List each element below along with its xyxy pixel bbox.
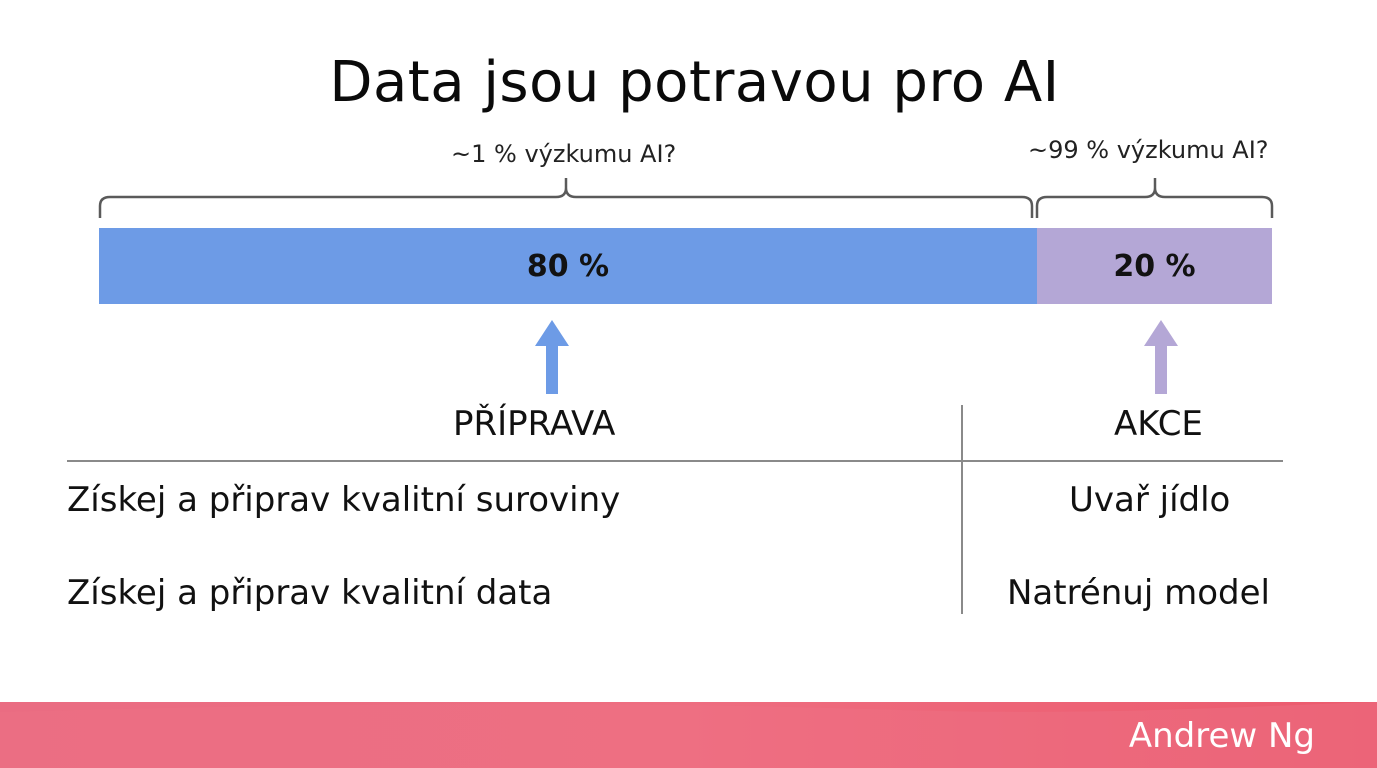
left-brace-label: ~1 % výzkumu AI? (451, 140, 677, 168)
footer-band (0, 702, 1377, 768)
up-arrow-icon (1144, 320, 1178, 394)
bar-segment-preparation: 80 % (99, 228, 1037, 304)
column-header-action: AKCE (1114, 404, 1203, 444)
table-cell: Uvař jídlo (1069, 480, 1231, 520)
column-header-preparation: PŘÍPRAVA (453, 404, 616, 444)
author-name: Andrew Ng (1128, 716, 1315, 756)
table-cell: Získej a připrav kvalitní data (67, 573, 553, 613)
table-cell: Natrénuj model (1007, 573, 1270, 613)
table-cell: Získej a připrav kvalitní suroviny (67, 480, 621, 520)
footer-wave (0, 702, 1377, 768)
up-arrow-icon (535, 320, 569, 394)
bar-segment-action-value: 20 % (1113, 248, 1196, 284)
table-divider-vertical (961, 405, 963, 614)
slide-title: Data jsou potravou pro AI (329, 50, 1060, 115)
bar-segment-preparation-value: 80 % (526, 248, 610, 284)
bar-segment-action: 20 % (1037, 228, 1272, 304)
left-brace (98, 178, 1034, 218)
right-brace (1035, 178, 1274, 218)
right-brace-label: ~99 % výzkumu AI? (1028, 136, 1269, 164)
table-divider-horizontal (67, 460, 1283, 462)
